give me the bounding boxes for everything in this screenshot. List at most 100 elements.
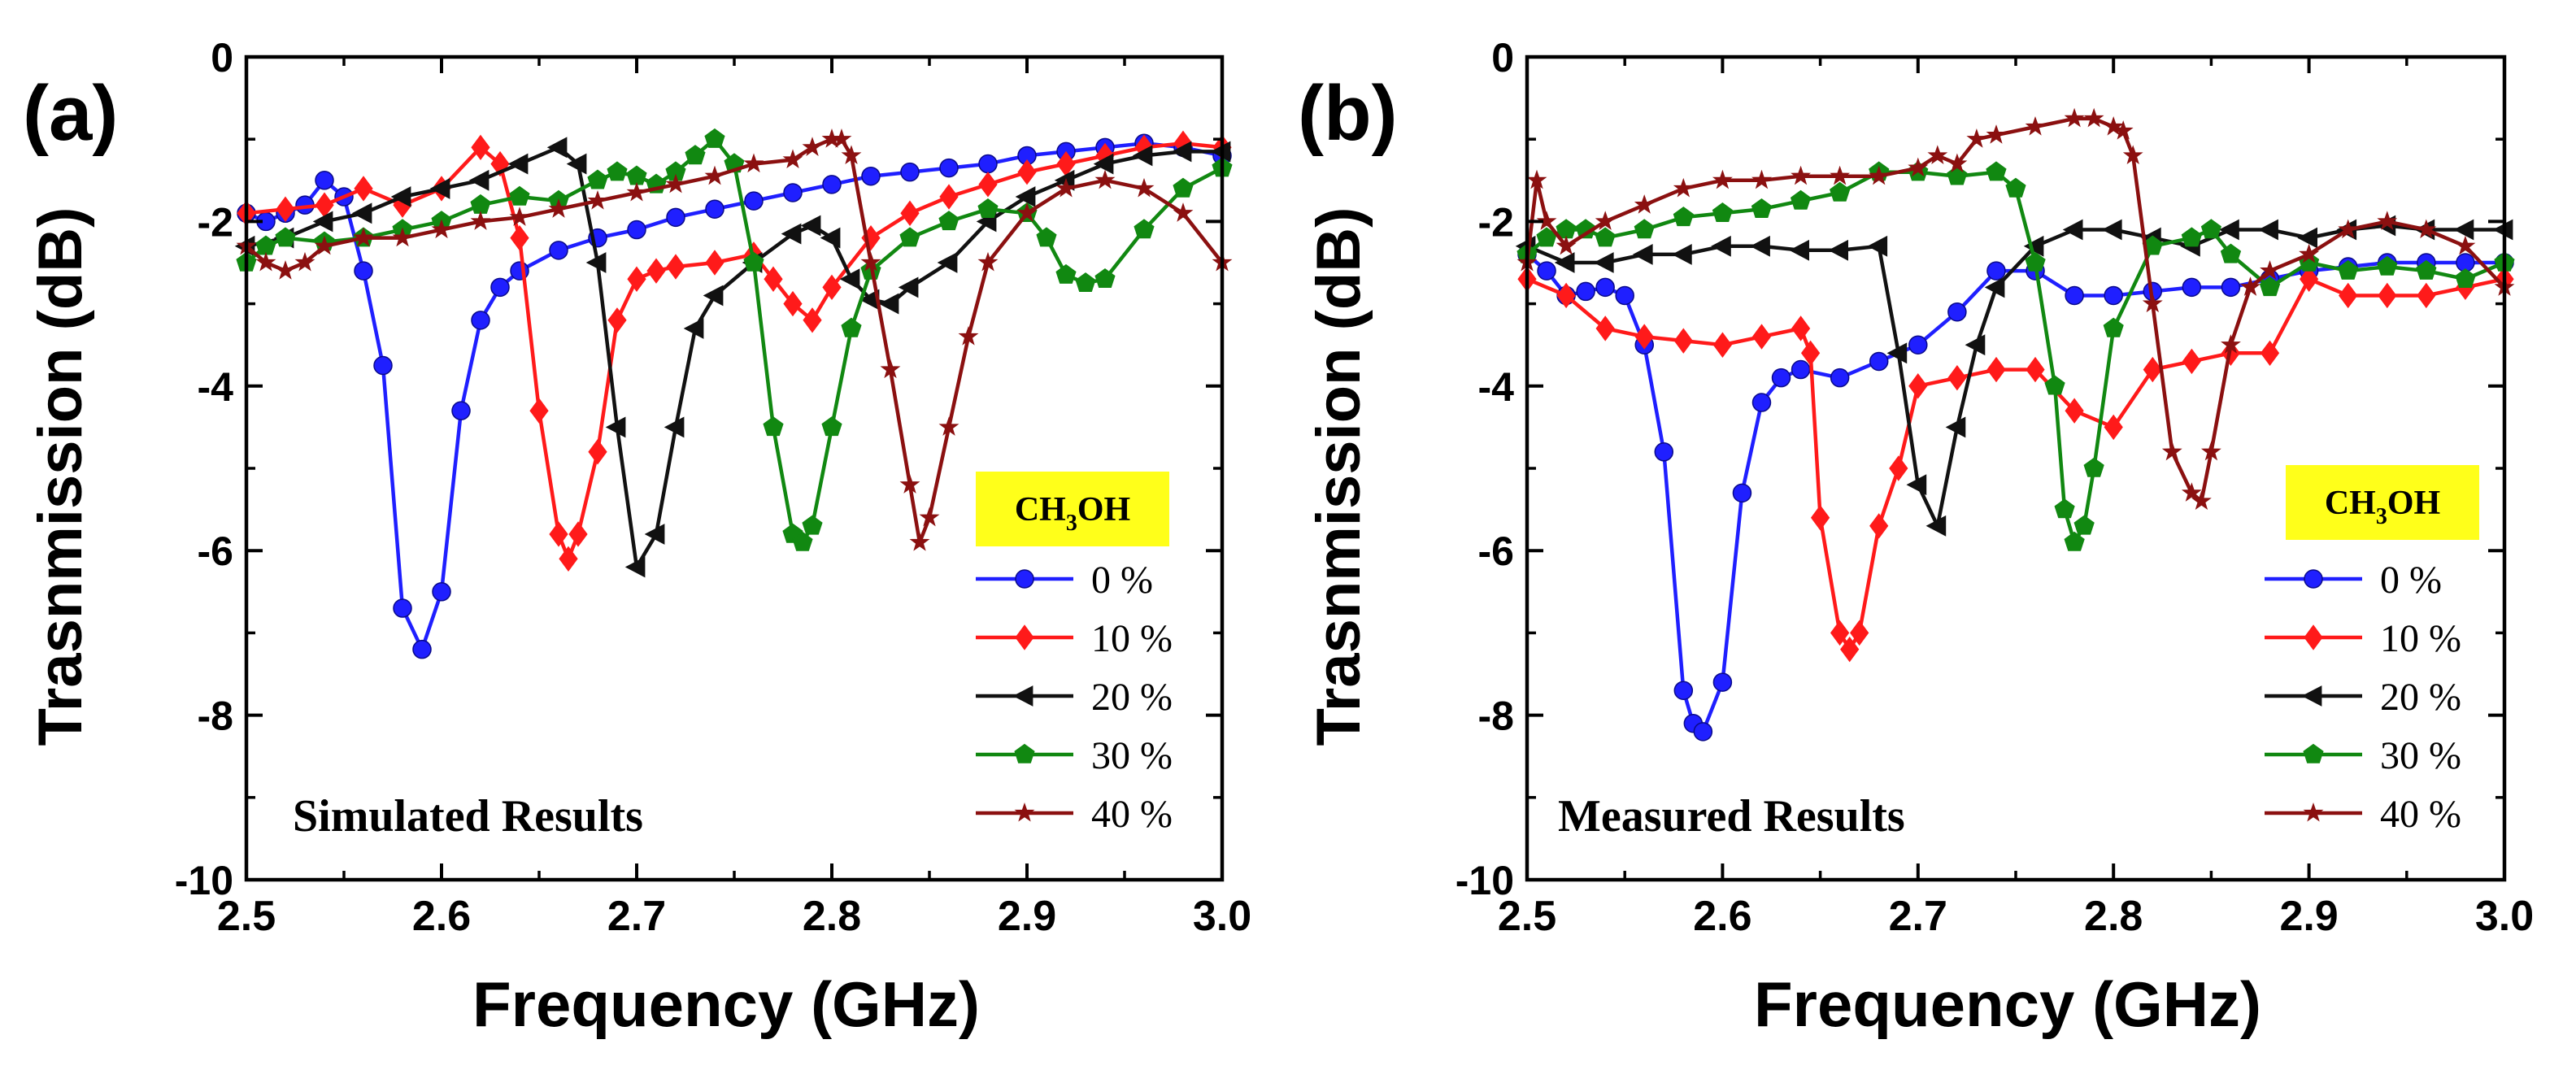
data-point [2338, 259, 2359, 280]
data-point [802, 137, 823, 156]
data-point [2240, 276, 2261, 296]
data-point [1751, 198, 1773, 218]
data-point [841, 317, 862, 337]
data-point [1850, 620, 1869, 646]
x-tick-label: 3.0 [2475, 893, 2534, 940]
data-point [607, 161, 628, 181]
data-point [1017, 159, 1037, 185]
results-annotation: Simulated Results [293, 791, 643, 842]
data-point [1712, 332, 1733, 358]
data-point [549, 241, 568, 260]
series-line [1526, 276, 2505, 651]
data-point [275, 227, 296, 247]
data-point [2103, 115, 2124, 136]
legend-marker [2304, 569, 2323, 589]
x-axis-title: Frequency (GHz) [1754, 968, 2261, 1040]
data-point [665, 173, 686, 194]
legend-entry: 40 % [2265, 793, 2461, 836]
y-tick-label: -10 [1456, 858, 1514, 903]
data-point [683, 318, 704, 339]
data-point [2065, 398, 2084, 424]
data-point [860, 251, 881, 272]
y-tick-label: -2 [198, 199, 233, 245]
data-point [626, 165, 647, 185]
data-point [937, 252, 958, 273]
legend-label: 0 % [1091, 559, 1153, 602]
data-point [605, 416, 626, 438]
data-point [1537, 261, 1556, 281]
data-point [559, 546, 578, 572]
data-point [1134, 219, 1155, 239]
data-point [2299, 243, 2320, 263]
legend-label: 0 % [2380, 559, 2442, 602]
data-point [666, 254, 685, 280]
data-point [2101, 219, 2122, 241]
data-point [509, 185, 530, 206]
y-tick-label: -6 [1478, 528, 1514, 574]
data-point [470, 211, 491, 230]
data-point [548, 198, 569, 218]
data-point [1984, 276, 2005, 298]
data-point [1615, 285, 1634, 306]
data-point [820, 227, 841, 249]
data-point [1751, 393, 1772, 412]
data-point [1925, 515, 1947, 537]
data-point [1634, 324, 1654, 350]
data-point [587, 189, 608, 210]
data-point [351, 202, 372, 224]
y-tick-label: 0 [1491, 35, 1514, 80]
data-point [2378, 282, 2397, 309]
data-point [1750, 235, 1770, 257]
data-point [763, 416, 784, 437]
data-point [1593, 252, 1614, 273]
data-point [354, 261, 373, 281]
data-point [792, 531, 813, 551]
data-point [666, 207, 685, 228]
data-point [431, 219, 452, 239]
legend-title-box [976, 472, 1169, 546]
x-tick-label: 2.9 [998, 893, 1056, 940]
x-tick-label: 2.5 [1498, 893, 1556, 940]
data-point [1966, 128, 1987, 148]
legend-label: 10 % [2380, 617, 2461, 660]
data-point [1789, 239, 1809, 261]
data-point [1673, 681, 1694, 700]
legend-title-tail: OH [1077, 491, 1130, 528]
legend-label: 30 % [2380, 734, 2461, 777]
data-point [1986, 356, 2006, 383]
legend-title-tail: OH [2387, 485, 2440, 522]
data-point [255, 235, 276, 255]
legend-label: 30 % [1091, 734, 1173, 777]
series-line [246, 141, 1223, 561]
panel-label: (a) [23, 70, 118, 157]
data-point [2377, 211, 2398, 230]
data-point [919, 507, 940, 527]
data-point [1751, 324, 1772, 350]
data-point [783, 183, 803, 202]
legend-label: 40 % [1091, 793, 1173, 836]
legend-marker [1014, 802, 1035, 822]
data-point [1595, 315, 1615, 341]
data-point [1712, 672, 1733, 692]
data-point [451, 401, 471, 420]
data-point [1791, 165, 1811, 185]
data-point [1751, 169, 1772, 189]
data-point [2219, 219, 2239, 241]
data-point [1093, 153, 1114, 175]
data-point [1791, 359, 1811, 380]
data-point [2260, 340, 2280, 367]
data-point [2220, 243, 2242, 263]
data-point [2297, 227, 2317, 249]
x-tick-label: 2.6 [412, 893, 471, 940]
data-point [315, 171, 334, 190]
data-point [1173, 177, 1194, 198]
data-point [1632, 243, 1653, 265]
data-point [781, 223, 802, 245]
data-point [1094, 169, 1116, 189]
data-point [276, 196, 295, 222]
data-point [880, 359, 901, 379]
legend-title-main: CH [2325, 485, 2376, 522]
data-point [1595, 277, 1615, 298]
x-axis-title: Frequency (GHz) [472, 968, 980, 1040]
data-point [958, 325, 979, 346]
